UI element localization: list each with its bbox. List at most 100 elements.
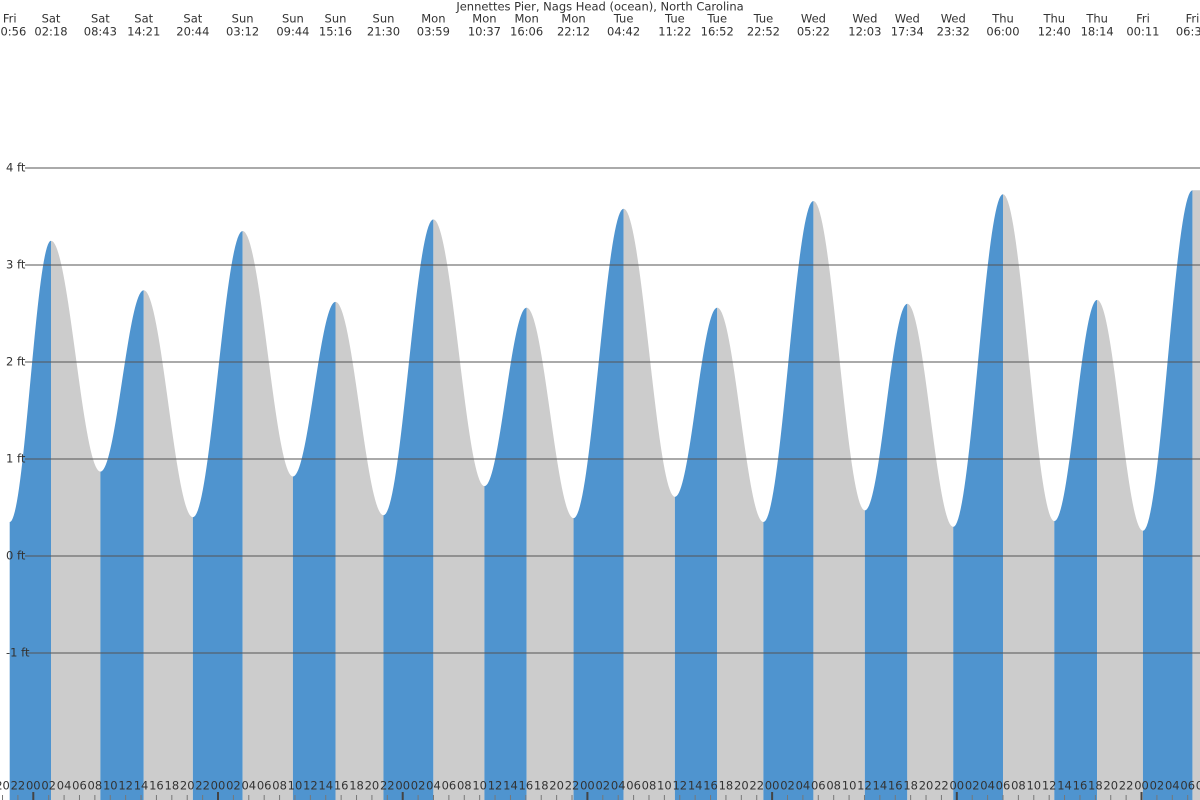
hour-label: 02 [780,779,795,793]
extreme-day: Tue [753,12,774,26]
extreme-time: 02:18 [34,25,67,39]
hour-label: 02 [965,779,980,793]
extreme-time: 15:16 [319,25,352,39]
hour-label: 18 [1088,779,1103,793]
extreme-day: Wed [852,12,877,26]
extreme-day: Mon [421,12,445,26]
hour-label: 02 [1150,779,1165,793]
extreme-day: Sat [183,12,202,26]
hour-label: 18 [349,779,364,793]
extreme-time: 03:12 [226,25,259,39]
hour-label: 00 [765,779,780,793]
extreme-day: Mon [472,12,496,26]
hour-label: 10 [472,779,487,793]
hour-label: 12 [857,779,872,793]
hour-label: 06 [257,779,272,793]
hour-label: 14 [688,779,703,793]
extreme-day: Mon [561,12,585,26]
extreme-time: 06:00 [986,25,1019,39]
hour-label: 18 [165,779,180,793]
extreme-day: Sun [325,12,347,26]
hour-label: 16 [703,779,718,793]
hour-label: 20 [919,779,934,793]
extreme-day: Sun [232,12,254,26]
falling-area [717,307,764,800]
extreme-time: 16:52 [701,25,734,39]
hour-label: 10 [1026,779,1041,793]
extreme-day: Sun [282,12,304,26]
hour-label: 14 [318,779,333,793]
falling-area [1192,190,1200,800]
rising-area [1142,190,1193,800]
extreme-time: 05:22 [797,25,830,39]
falling-area [1097,299,1143,800]
hour-label: 12 [303,779,318,793]
extreme-time: 20:56 [0,25,26,39]
falling-area [623,208,675,800]
hour-label: 12 [118,779,133,793]
hour-label: 06 [626,779,641,793]
extreme-day: Wed [895,12,920,26]
falling-area [335,301,384,800]
extreme-time: 11:22 [658,25,691,39]
hour-label: 18 [719,779,734,793]
hour-label: 02 [411,779,426,793]
hour-label: 08 [1011,779,1026,793]
rising-area [864,303,908,800]
hour-label: 06 [72,779,87,793]
hour-label: 08 [826,779,841,793]
hour-label: 00 [26,779,41,793]
rising-area [1054,299,1098,800]
extreme-day: Tue [706,12,727,26]
extreme-time: 09:44 [276,25,309,39]
falling-area [907,303,954,800]
falling-area [143,290,193,800]
hour-label: 22 [1119,779,1134,793]
extreme-time: 21:30 [367,25,400,39]
extreme-time: 17:34 [891,25,924,39]
hour-label: 00 [395,779,410,793]
extreme-day: Thu [991,12,1014,26]
hour-label: 00 [949,779,964,793]
hour-label: 20 [180,779,195,793]
hour-label: 22 [749,779,764,793]
extreme-time: 18:14 [1081,25,1114,39]
hour-label: 04 [241,779,256,793]
hour-label: 00 [580,779,595,793]
hour-label: 06 [442,779,457,793]
hour-label: 12 [672,779,687,793]
hour-label: 10 [842,779,857,793]
hour-label: 10 [103,779,118,793]
falling-area [1002,194,1055,800]
hour-label: 04 [426,779,441,793]
hour-label: 16 [519,779,534,793]
hour-label: 20 [365,779,380,793]
hour-label: 16 [1073,779,1088,793]
y-tick-label: -1 ft [6,646,30,660]
extreme-day: Fri [3,12,17,26]
extreme-day: Wed [801,12,826,26]
hour-label: 00 [211,779,226,793]
extreme-time: 03:59 [417,25,450,39]
hour-label: 06 [811,779,826,793]
hour-label: 20 [1103,779,1118,793]
y-tick-label: 4 ft [6,161,26,175]
extreme-day: Sun [373,12,395,26]
hour-label: 16 [334,779,349,793]
extreme-time: 23:32 [937,25,970,39]
hour-label: 22 [934,779,949,793]
extreme-time: 16:06 [510,25,543,39]
hour-label: 04 [980,779,995,793]
rising-area [763,200,814,800]
rising-area [192,231,243,800]
hour-label: 20 [0,779,10,793]
hour-label: 22 [380,779,395,793]
extreme-time: 14:21 [127,25,160,39]
falling-area [526,307,574,800]
extreme-time: 12:03 [848,25,881,39]
falling-area [242,231,293,800]
hour-label: 22 [565,779,580,793]
extreme-time: 00:11 [1126,25,1159,39]
hour-label: 04 [1165,779,1180,793]
